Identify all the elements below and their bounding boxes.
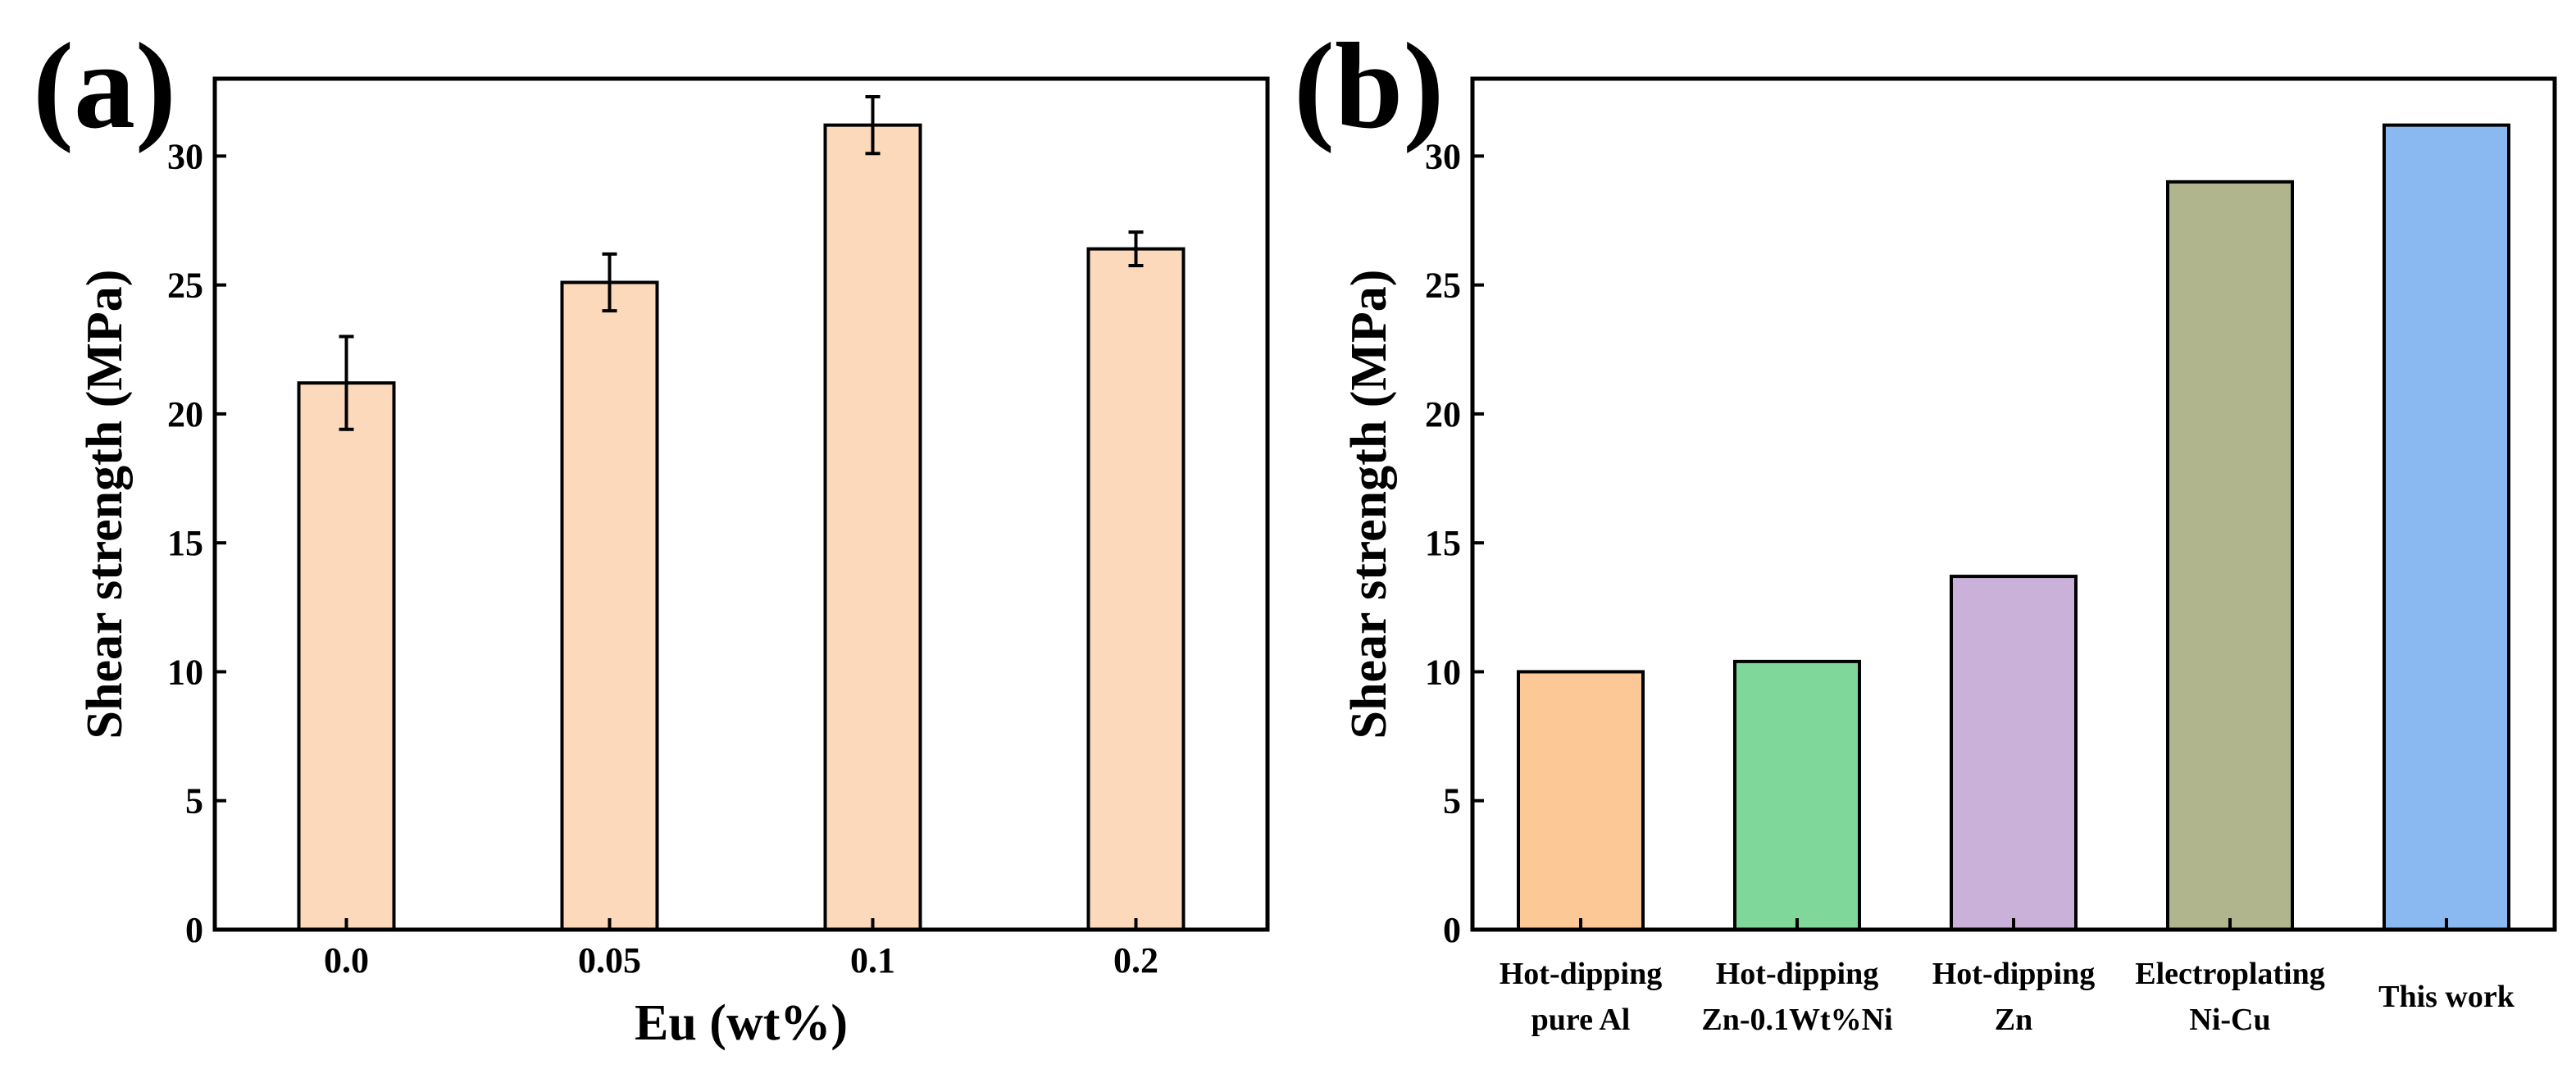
- bar-a-1: [560, 280, 659, 931]
- x-tick-label-line: pure Al: [1531, 1003, 1631, 1037]
- x-tick-label-b-3: Electroplating Ni-Cu: [2135, 957, 2325, 1037]
- x-tick-label-line: This work: [2378, 980, 2515, 1014]
- chart-a: 0 5 10 15 20 25 30 0.0 0.05 0.1 0.2 Shear strength …: [77, 76, 1270, 1051]
- x-tick-label-line: 0.1: [850, 940, 895, 980]
- bar-a-3: [1086, 247, 1186, 932]
- x-tick-label-line: Ni-Cu: [2189, 1003, 2270, 1037]
- y-tick-label-b-6: 30: [1425, 136, 1461, 176]
- y-tick-label-b-3: 15: [1425, 523, 1461, 563]
- y-tick-label-b-0: 0: [1443, 910, 1461, 950]
- y-tick-label-a-1: 5: [185, 781, 203, 821]
- y-tick-label-a-2: 10: [167, 652, 203, 692]
- x-tick-label-b-0: Hot-dipping pure Al: [1500, 957, 1663, 1037]
- bar-a-0: [297, 381, 396, 931]
- y-tick-label-b-4: 20: [1425, 394, 1461, 434]
- panel-b-label: (b): [1294, 18, 1444, 154]
- panel-a-label: (a): [33, 18, 176, 154]
- bar-b-1: [1733, 659, 1861, 931]
- bar-b-4: [2383, 123, 2510, 932]
- x-axis-title-a: Eu (wt%): [635, 995, 848, 1051]
- x-tick-label-line: 0.0: [324, 940, 369, 980]
- y-tick-label-b-2: 10: [1425, 652, 1461, 692]
- y-tick-label-a-0: 0: [185, 910, 203, 950]
- x-tick-label-a-3: 0.2: [1113, 940, 1158, 980]
- x-tick-label-line: Hot-dipping: [1932, 957, 2096, 991]
- y-tick-label-a-5: 25: [167, 266, 203, 306]
- x-tick-label-a-2: 0.1: [850, 940, 895, 980]
- bar-b-0: [1517, 670, 1645, 931]
- bar-a-2: [823, 123, 922, 932]
- y-tick-label-a-3: 15: [167, 523, 203, 563]
- plot-frame-a: [212, 76, 1270, 932]
- x-tick-label-line: Hot-dipping: [1716, 957, 1879, 991]
- bar-b-3: [2166, 180, 2294, 931]
- y-tick-label-b-5: 25: [1425, 266, 1461, 306]
- x-tick-label-line: Zn: [1995, 1003, 2032, 1037]
- x-tick-label-b-2: Hot-dipping Zn: [1932, 957, 2096, 1037]
- x-tick-label-line: Zn-0.1Wt%Ni: [1701, 1003, 1892, 1037]
- x-tick-label-b-4: This work: [2378, 980, 2515, 1014]
- x-tick-label-line: Hot-dipping: [1500, 957, 1663, 991]
- y-axis-title-a: Shear strength (MPa): [77, 270, 133, 739]
- x-tick-label-line: 0.2: [1113, 940, 1158, 980]
- y-tick-label-b-1: 5: [1443, 781, 1461, 821]
- bar-b-2: [1950, 575, 2078, 932]
- y-tick-label-a-6: 30: [167, 136, 203, 176]
- x-tick-label-a-0: 0.0: [324, 940, 369, 980]
- x-tick-label-a-1: 0.05: [578, 940, 641, 980]
- y-axis-title-b: Shear strength (MPa): [1341, 270, 1397, 739]
- x-tick-label-line: Electroplating: [2135, 957, 2325, 991]
- x-tick-label-b-1: Hot-dipping Zn-0.1Wt%Ni: [1701, 957, 1892, 1037]
- y-tick-label-a-4: 20: [167, 394, 203, 434]
- x-tick-label-line: 0.05: [578, 940, 641, 980]
